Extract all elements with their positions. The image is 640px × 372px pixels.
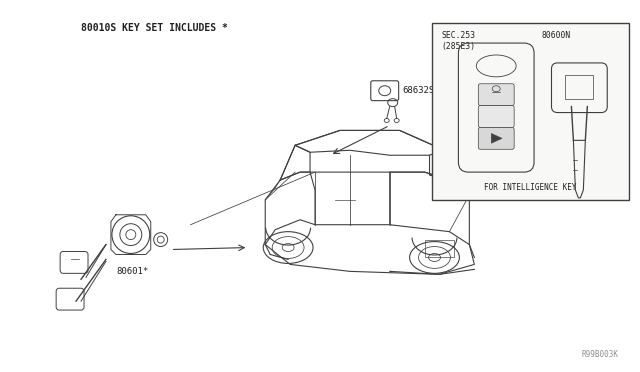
Bar	[431, 23, 628, 200]
FancyBboxPatch shape	[478, 128, 514, 149]
Text: R99B003K: R99B003K	[582, 350, 619, 359]
Text: 68632S*: 68632S*	[403, 86, 440, 95]
Text: 80601*: 80601*	[116, 267, 148, 276]
Text: 80010S KEY SET INCLUDES *: 80010S KEY SET INCLUDES *	[81, 23, 228, 33]
Text: 80600N: 80600N	[542, 31, 571, 40]
Text: SEC.253
(285E3): SEC.253 (285E3)	[442, 31, 476, 51]
Bar	[424, 240, 454, 257]
FancyBboxPatch shape	[478, 84, 514, 106]
Polygon shape	[492, 134, 502, 143]
Text: FOR INTELLIGENCE KEY: FOR INTELLIGENCE KEY	[484, 183, 577, 192]
Bar	[565, 75, 593, 99]
FancyBboxPatch shape	[478, 106, 514, 128]
